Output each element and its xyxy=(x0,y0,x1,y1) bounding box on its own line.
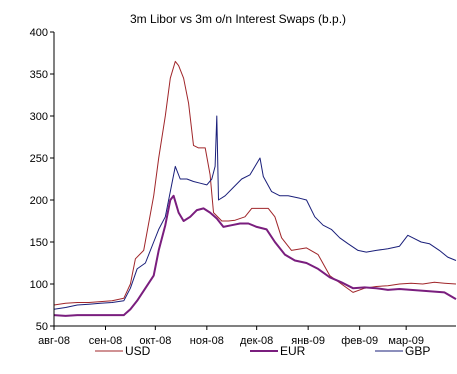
y-tick-label: 400 xyxy=(30,27,48,39)
x-tick-label: сен-08 xyxy=(89,335,123,347)
y-tick-label: 50 xyxy=(36,321,48,333)
x-tick-label: авг-08 xyxy=(38,335,70,347)
legend-label-gbp: GBP xyxy=(405,344,430,358)
series-line-gbp xyxy=(53,115,457,310)
x-tick-label: мар-09 xyxy=(388,335,424,347)
y-tick-label: 250 xyxy=(30,153,48,165)
y-tick-label: 300 xyxy=(30,111,48,123)
y-tick-label: 150 xyxy=(30,237,48,249)
x-tick-label: янв-09 xyxy=(291,335,325,347)
legend-label-usd: USD xyxy=(125,344,151,358)
legend-label-eur: EUR xyxy=(280,344,306,358)
chart-title: 3m Libor vs 3m o/n Interest Swaps (b.p.) xyxy=(130,12,346,26)
x-tick-label: окт-08 xyxy=(139,335,171,347)
x-tick-label: фев-09 xyxy=(341,335,378,347)
series-line-eur xyxy=(53,194,457,317)
x-tick-label: ноя-08 xyxy=(190,335,224,347)
y-tick-label: 200 xyxy=(30,195,48,207)
y-tick-label: 350 xyxy=(30,69,48,81)
y-tick-label: 100 xyxy=(30,279,48,291)
x-tick-label: дек-08 xyxy=(240,335,273,347)
legend: USD EUR GBP xyxy=(95,344,430,358)
axes: 50 100 150 200 250 300 350 400 авг-08 сен-08 окт-0… xyxy=(30,27,456,347)
plot-area xyxy=(53,60,457,317)
